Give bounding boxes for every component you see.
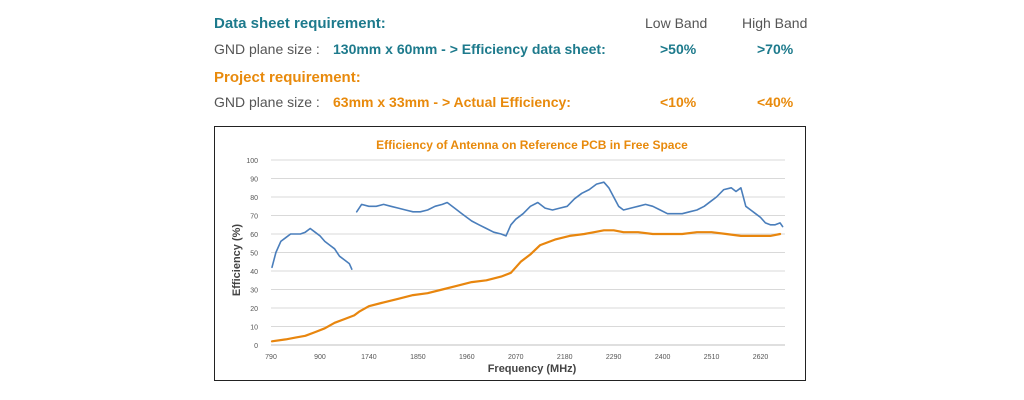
- high-band-column-header: High Band: [742, 15, 808, 31]
- y-tick-label-80: 80: [250, 195, 258, 202]
- efficiency-chart: Efficiency of Antenna on Reference PCB i…: [231, 138, 785, 375]
- x-tick-label-2180: 2180: [557, 354, 573, 361]
- series-line-reference-high-band: [355, 181, 784, 237]
- series-line-project-pcb: [270, 229, 782, 343]
- x-tick-label-1850: 1850: [410, 354, 426, 361]
- x-tick-label-2400: 2400: [655, 354, 671, 361]
- y-tick-label-100: 100: [246, 158, 258, 165]
- project-gnd-label: GND plane size :: [214, 94, 320, 110]
- series-line-reference-low-band: [271, 227, 353, 270]
- x-tick-label-2510: 2510: [704, 354, 720, 361]
- datasheet-low-band-value: >50%: [660, 41, 697, 57]
- x-tick-label-790: 790: [265, 354, 277, 361]
- y-tick-label-90: 90: [250, 177, 258, 184]
- x-tick-label-2070: 2070: [508, 354, 524, 361]
- project-high-band-value: <40%: [757, 94, 794, 110]
- y-tick-label-60: 60: [250, 232, 258, 239]
- x-tick-label-1740: 1740: [361, 354, 377, 361]
- y-tick-label-30: 30: [250, 288, 258, 295]
- project-requirement-title: Project requirement:: [214, 69, 361, 86]
- y-axis-label: Efficiency (%): [231, 224, 243, 296]
- project-gnd-value: 63mm x 33mm - > Actual Efficiency:: [333, 94, 571, 110]
- y-tick-label-10: 10: [250, 325, 258, 332]
- x-tick-label-2290: 2290: [606, 354, 622, 361]
- datasheet-gnd-label: GND plane size :: [214, 41, 320, 57]
- x-tick-label-900: 900: [314, 354, 326, 361]
- x-tick-label-2620: 2620: [753, 354, 769, 361]
- datasheet-high-band-value: >70%: [757, 41, 794, 57]
- y-tick-label-20: 20: [250, 306, 258, 313]
- datasheet-requirement-title: Data sheet requirement:: [214, 15, 386, 32]
- y-tick-label-40: 40: [250, 269, 258, 276]
- y-tick-label-0: 0: [254, 343, 258, 350]
- efficiency-chart-frame: Efficiency of Antenna on Reference PCB i…: [214, 126, 806, 381]
- x-tick-label-1960: 1960: [459, 354, 475, 361]
- y-tick-label-70: 70: [250, 214, 258, 221]
- datasheet-gnd-value: 130mm x 60mm - > Efficiency data sheet:: [333, 41, 606, 57]
- x-axis-label: Frequency (MHz): [488, 363, 577, 375]
- low-band-column-header: Low Band: [645, 15, 708, 31]
- y-tick-label-50: 50: [250, 251, 258, 258]
- chart-title: Efficiency of Antenna on Reference PCB i…: [376, 138, 688, 152]
- project-low-band-value: <10%: [660, 94, 697, 110]
